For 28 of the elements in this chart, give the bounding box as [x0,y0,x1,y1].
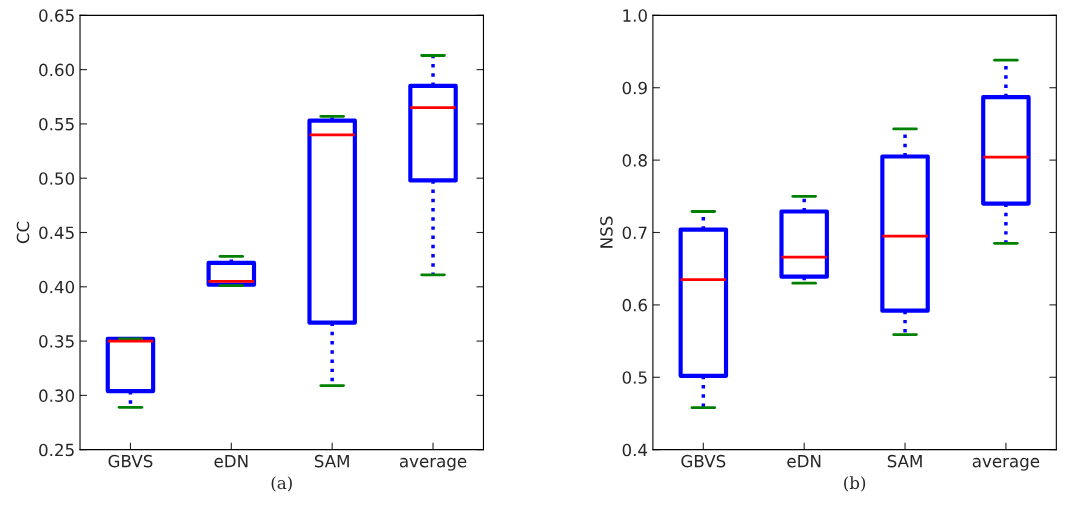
x-tick-label: SAM [314,454,349,468]
x-tick-label: eDN [787,455,821,468]
y-tick-label: 0.45 [39,226,74,240]
y-tick-label: 0.7 [622,226,647,240]
x-tick-label: eDN [214,455,248,468]
y-tick-label: 0.4 [622,443,648,457]
y-axis-title: CC [16,221,30,244]
y-tick-label: 0.5 [622,371,647,384]
y-tick-label: 0.35 [39,335,74,348]
y-axis-title: NSS [600,216,613,248]
y-tick-label: 1.0 [623,9,647,22]
y-tick-label: 0.25 [39,443,74,457]
x-tick-label: average [972,457,1040,471]
x-axis-title: (a) [271,476,292,492]
x-tick-label: SAM [887,454,922,468]
y-tick-label: 0.60 [39,63,75,77]
x-tick-label: GBVS [108,454,153,468]
x-tick-label: average [399,457,467,471]
y-tick-label: 0.55 [39,117,74,131]
x-tick-label: GBVS [681,454,726,468]
y-tick-label: 0.40 [39,280,75,294]
x-axis-title: (b) [844,476,866,492]
y-tick-label: 0.30 [39,389,75,402]
y-tick-label: 0.6 [622,298,647,312]
y-tick-label: 0.9 [622,81,647,95]
y-tick-label: 0.65 [39,9,74,22]
y-tick-label: 0.50 [39,172,75,185]
y-tick-label: 0.8 [622,154,647,167]
